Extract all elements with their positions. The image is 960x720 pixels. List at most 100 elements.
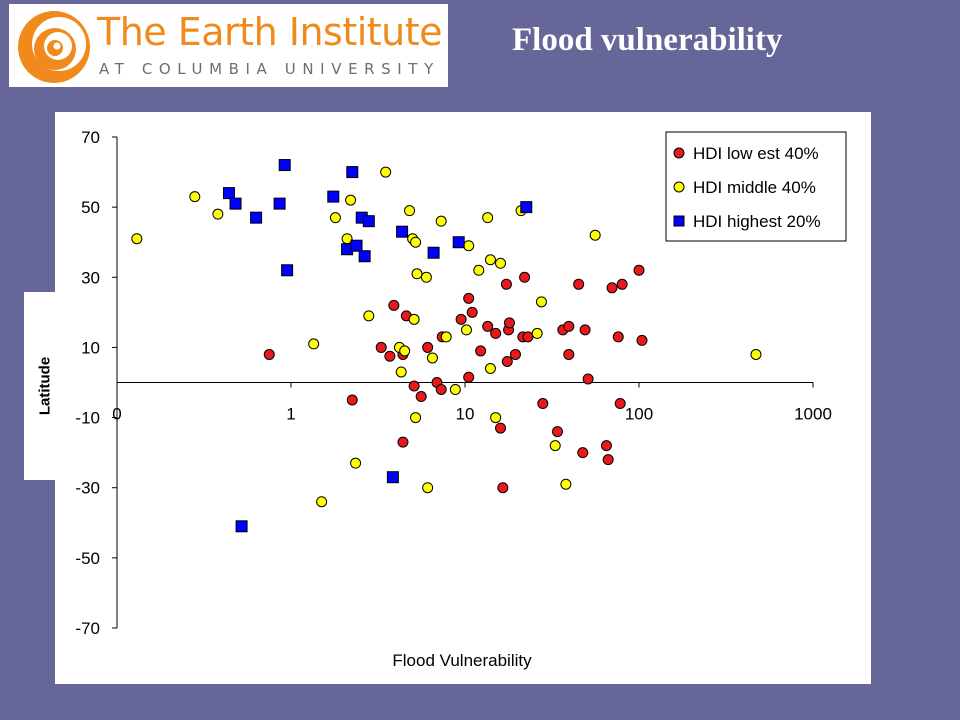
data-point-middle (189, 191, 201, 203)
data-point-low (495, 422, 507, 434)
data-point-low (579, 324, 591, 336)
data-point-middle (531, 327, 543, 339)
data-point-highest (386, 471, 399, 484)
data-point-highest (346, 166, 359, 179)
x-tick-label: 0 (112, 405, 121, 424)
logo: The Earth Institute AT COLUMBIA UNIVERSI… (9, 4, 448, 87)
swirl-icon (18, 11, 90, 83)
data-point-highest (358, 250, 371, 263)
data-point-low (475, 345, 487, 357)
data-point-low (602, 454, 614, 466)
data-point-highest (327, 190, 340, 203)
data-point-middle (363, 310, 375, 322)
data-point-middle (495, 257, 507, 269)
data-point-middle (426, 352, 438, 364)
data-point-middle (380, 166, 392, 178)
data-point-middle (308, 338, 320, 350)
data-point-low (384, 350, 396, 362)
data-point-low (463, 371, 475, 383)
logo-subtitle: AT COLUMBIA UNIVERSITY (99, 60, 440, 78)
data-point-middle (410, 236, 422, 248)
y-tick-label: 70 (81, 128, 100, 147)
data-point-highest (427, 246, 440, 259)
data-point-middle (549, 440, 561, 452)
data-point-middle (589, 229, 601, 241)
data-point-middle (484, 254, 496, 266)
y-axis-label-tab (24, 292, 55, 480)
data-point-middle (131, 233, 143, 245)
x-tick-label: 100 (625, 405, 653, 424)
data-point-low (497, 482, 509, 494)
data-point-middle (420, 271, 432, 283)
data-point-middle (482, 212, 494, 224)
data-point-low (490, 327, 502, 339)
y-tick-label: 30 (81, 268, 100, 287)
data-point-middle (484, 362, 496, 374)
data-point-low (397, 436, 409, 448)
data-point-low (633, 264, 645, 276)
data-point-low (614, 398, 626, 410)
data-point-highest (520, 201, 533, 214)
legend (665, 131, 847, 242)
legend-marker-low (673, 147, 685, 159)
data-point-highest (362, 215, 375, 228)
data-point-low (500, 278, 512, 290)
data-point-highest (273, 197, 286, 210)
data-point-low (482, 320, 494, 332)
data-point-highest (235, 520, 248, 533)
data-point-low (435, 384, 447, 396)
x-tick-label: 1 (286, 405, 295, 424)
data-point-low (408, 380, 420, 392)
data-point-middle (404, 205, 416, 217)
data-point-middle (460, 324, 472, 336)
data-point-highest (396, 225, 409, 238)
data-point-low (563, 348, 575, 360)
data-point-low (415, 391, 427, 403)
data-point-middle (560, 478, 572, 490)
data-point-low (551, 426, 563, 438)
data-point-middle (408, 313, 420, 325)
data-point-middle (410, 412, 422, 424)
data-point-low (346, 394, 358, 406)
slide-title: Flood vulnerability (512, 22, 783, 58)
data-point-middle (440, 331, 452, 343)
data-point-low (455, 313, 467, 325)
data-point-middle (345, 194, 357, 206)
data-point-low (582, 373, 594, 385)
data-point-low (616, 278, 628, 290)
swirl-center (53, 42, 61, 50)
data-point-highest (452, 236, 465, 249)
data-point-highest (281, 264, 294, 277)
data-point-highest (350, 239, 363, 252)
data-point-low (577, 447, 589, 459)
data-point-low (466, 306, 478, 318)
data-point-low (263, 348, 275, 360)
y-tick-label: 50 (81, 198, 100, 217)
data-point-middle (750, 348, 762, 360)
data-point-low (388, 299, 400, 311)
data-point-middle (212, 208, 224, 220)
data-point-low (501, 355, 513, 367)
data-point-middle (399, 345, 411, 357)
data-point-middle (435, 215, 447, 227)
data-point-low (463, 292, 475, 304)
data-point-low (612, 331, 624, 343)
data-point-middle (411, 268, 423, 280)
data-point-low (606, 282, 618, 294)
y-tick-label: -70 (75, 619, 100, 638)
data-point-middle (449, 384, 461, 396)
data-point-low (503, 317, 515, 329)
legend-marker-highest (673, 215, 685, 227)
data-point-highest (278, 159, 291, 172)
data-point-middle (463, 240, 475, 252)
data-point-low (522, 331, 534, 343)
legend-label: HDI middle 40% (693, 178, 816, 197)
data-point-low (519, 271, 531, 283)
data-point-low (537, 398, 549, 410)
data-point-low (573, 278, 585, 290)
data-point-low (422, 341, 434, 353)
data-point-low (563, 320, 575, 332)
data-point-middle (535, 296, 547, 308)
data-point-low (375, 341, 387, 353)
